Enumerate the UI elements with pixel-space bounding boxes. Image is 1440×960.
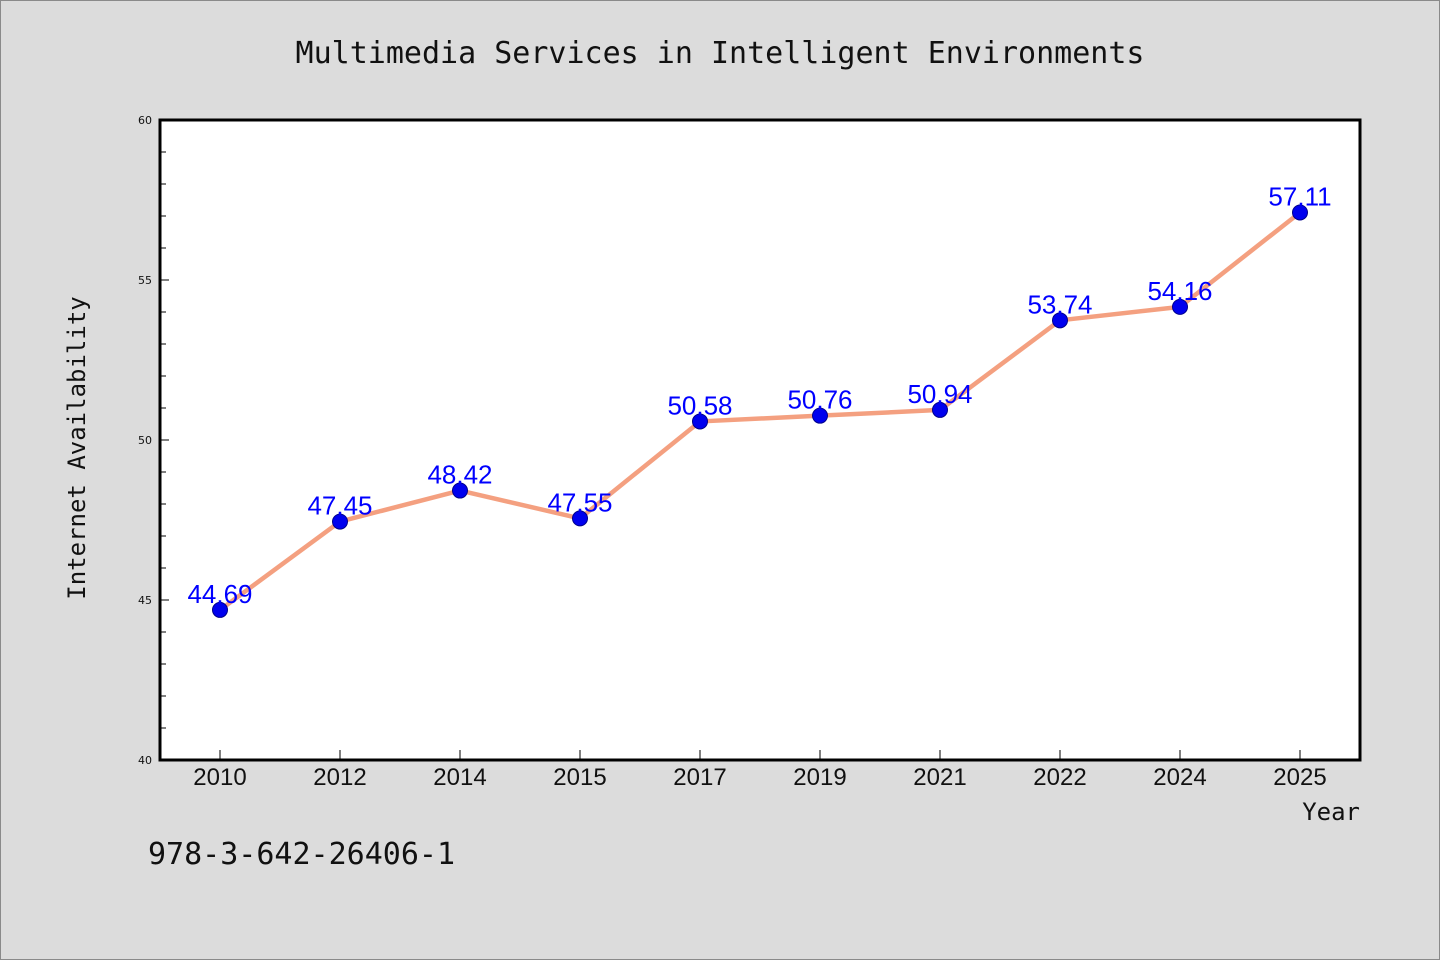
x-axis: 2010 2012 2014 2015 2017 2019 2021 2022 2024 2025	[193, 750, 1327, 791]
y-axis-title: Internet Availability	[63, 296, 91, 599]
series-line-group: 44.69 47.45 48.42 47.55 50.58 50.76 50.94 53.74…	[187, 181, 1332, 618]
series-line	[217, 210, 1303, 613]
data-point	[812, 407, 828, 424]
y-tick-label: 40	[138, 754, 152, 767]
data-label: 54.16	[1147, 276, 1212, 306]
data-label: 47.45	[307, 491, 372, 521]
x-tick-label: 2017	[673, 764, 726, 791]
x-tick-label: 2022	[1033, 764, 1086, 791]
data-label: 57.11	[1268, 181, 1331, 211]
x-tick-label: 2019	[793, 764, 846, 791]
isbn-footer: 978-3-642-26406-1	[148, 837, 455, 872]
data-point	[692, 413, 708, 430]
data-point	[572, 510, 588, 527]
data-label: 50.76	[787, 385, 852, 415]
y-tick-label: 50	[138, 434, 152, 447]
y-axis: 40 45 50 55 60	[138, 114, 169, 767]
data-label: 53.74	[1027, 289, 1092, 319]
x-tick-label: 2025	[1273, 764, 1326, 791]
chart-title: Multimedia Services in Intelligent Envir…	[296, 36, 1145, 71]
data-label: 50.58	[667, 390, 732, 420]
data-point	[1052, 312, 1068, 329]
plot-area	[158, 118, 1362, 762]
data-label: 48.42	[427, 460, 492, 490]
data-label: 44.69	[187, 579, 252, 609]
data-point	[1292, 204, 1308, 221]
y-tick-label: 55	[138, 274, 152, 287]
data-point	[932, 401, 948, 418]
x-tick-label: 2010	[193, 764, 246, 791]
x-tick-label: 2015	[553, 764, 606, 791]
x-tick-label: 2024	[1153, 764, 1206, 791]
y-tick-label: 60	[138, 114, 152, 127]
data-label: 50.94	[907, 379, 972, 409]
x-tick-label: 2014	[433, 764, 486, 791]
y-tick-label: 45	[138, 594, 152, 607]
x-tick-label: 2021	[913, 764, 966, 791]
data-point	[452, 482, 468, 499]
data-point	[1172, 298, 1188, 315]
data-point	[332, 513, 348, 530]
data-point	[212, 601, 228, 618]
x-axis-title: Year	[1302, 798, 1360, 826]
x-tick-label: 2012	[313, 764, 366, 791]
data-label: 47.55	[547, 487, 612, 517]
